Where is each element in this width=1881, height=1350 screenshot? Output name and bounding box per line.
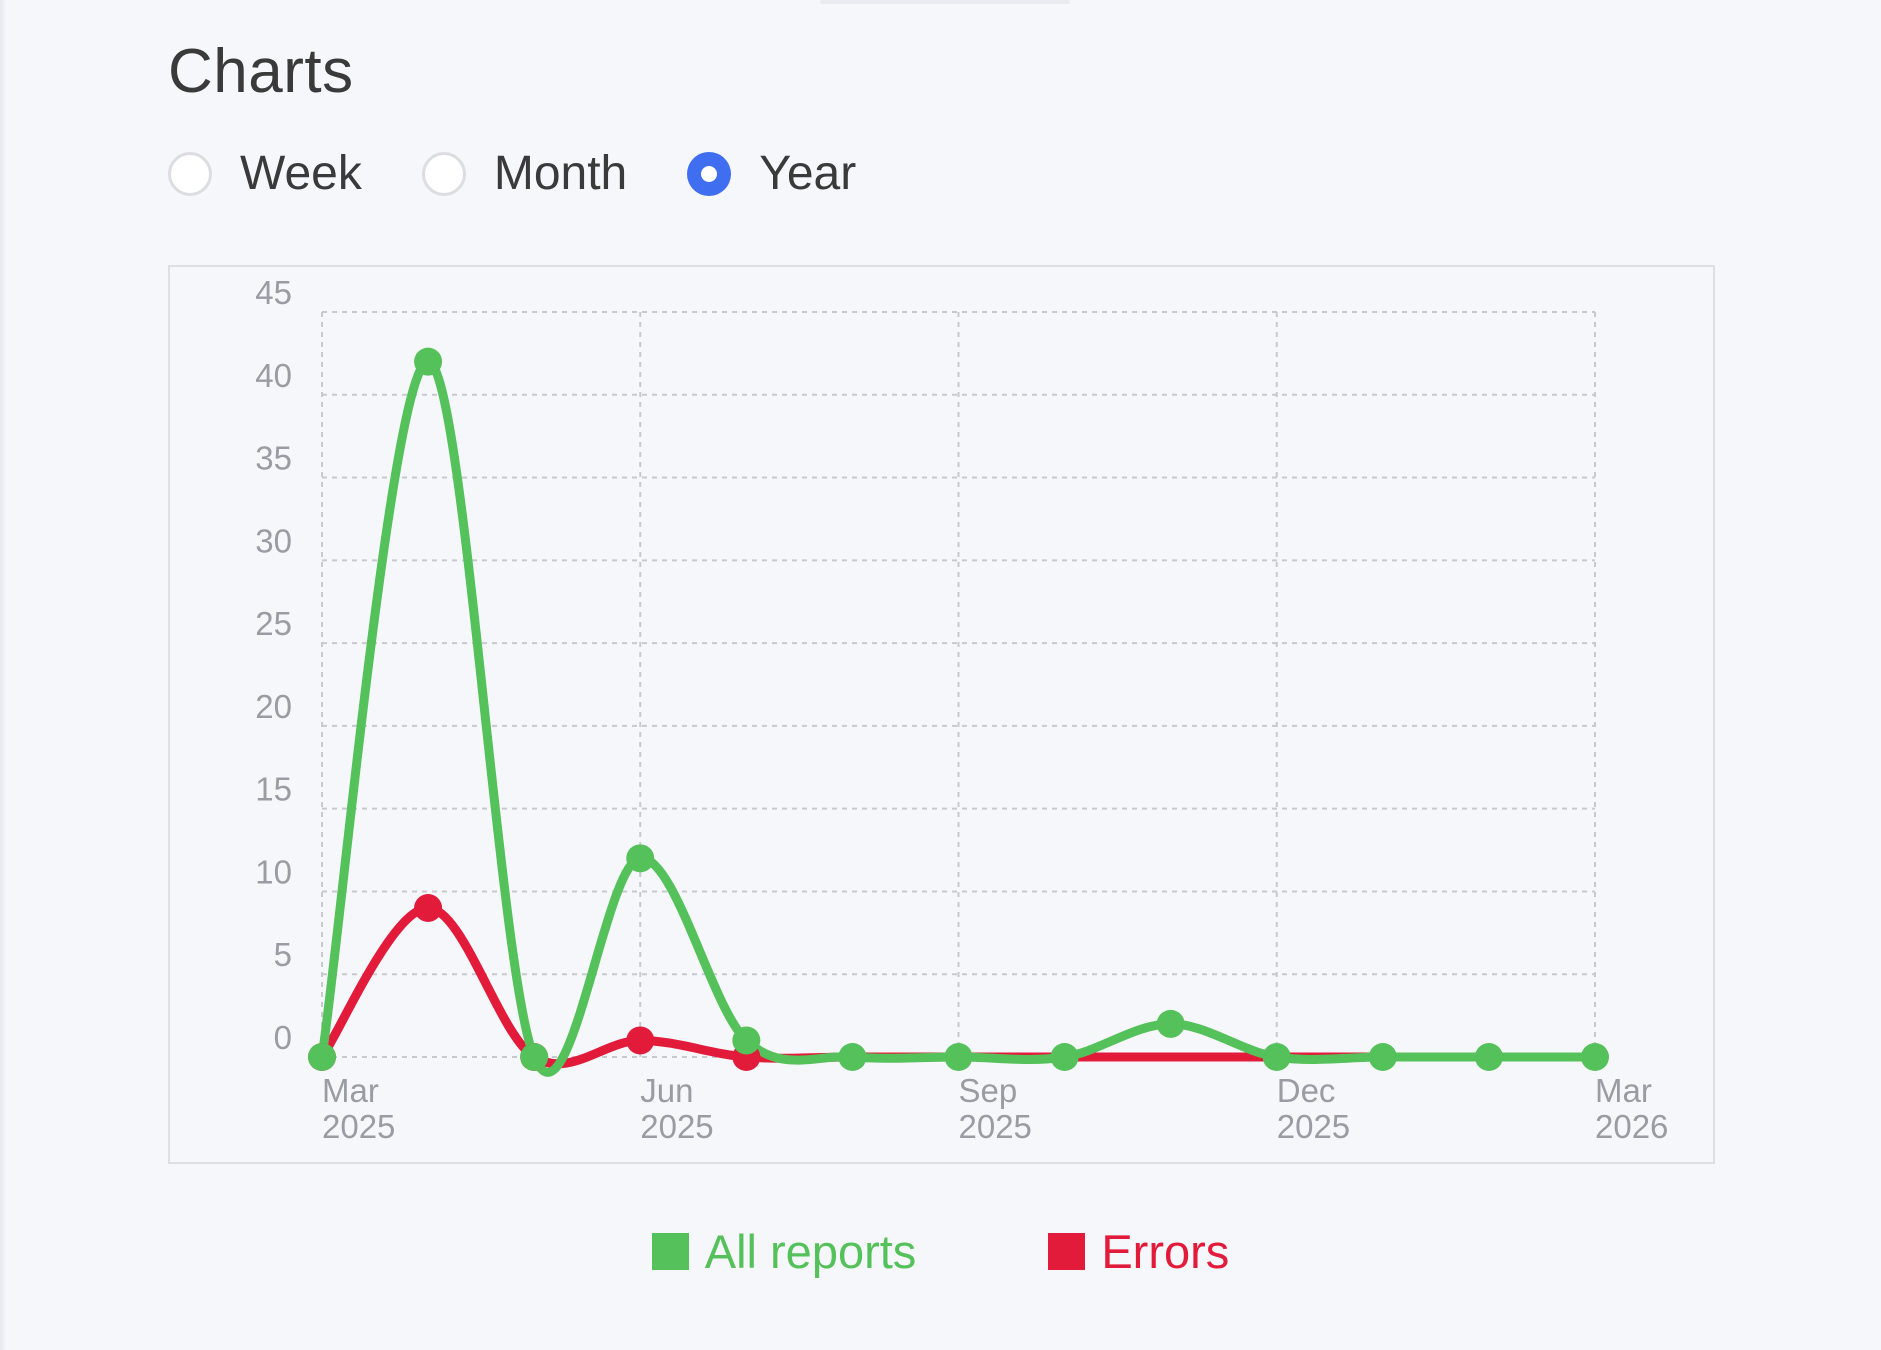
chart-container: 0 5 10 15 20 25 30 35 40 45 Mar 2025 Jun 2025 Sep 2025 D… (168, 265, 1715, 1164)
y-tick-label: 10 (255, 853, 292, 890)
y-tick-label: 35 (255, 440, 292, 477)
x-tick-label: Mar 2026 (1595, 1072, 1668, 1145)
x-tick-label-line: 2025 (322, 1108, 395, 1145)
data-point-errors (414, 894, 443, 922)
data-point-all-reports (414, 347, 443, 376)
data-point-all-reports (838, 1043, 867, 1071)
y-tick-label: 15 (255, 771, 292, 808)
data-point-all-reports (944, 1043, 973, 1071)
week-label: Week (240, 147, 362, 200)
y-tick-label: 20 (255, 688, 292, 725)
y-tick-label: 25 (255, 605, 292, 642)
data-point-all-reports (1368, 1043, 1397, 1071)
x-tick-label: Jun 2025 (640, 1072, 713, 1145)
y-tick-label: 0 (274, 1019, 292, 1056)
x-tick-label-line: Mar (1595, 1072, 1652, 1109)
data-point-all-reports (732, 1026, 761, 1055)
legend-item-errors[interactable]: Errors (1048, 1224, 1229, 1279)
y-tick-label: 45 (255, 274, 292, 311)
chart-legend: All reports Errors (0, 1224, 1881, 1279)
x-tick-label-line: 2025 (1277, 1108, 1350, 1145)
month-label: Month (493, 147, 628, 200)
y-tick-label: 5 (274, 936, 292, 973)
top-divider (820, 0, 1070, 4)
y-tick-label: 30 (255, 522, 292, 559)
x-tick-label: Sep 2025 (959, 1072, 1032, 1145)
data-point-errors (626, 1026, 655, 1055)
year-label: Year (759, 147, 857, 200)
data-point-all-reports (1474, 1043, 1503, 1071)
month-radio[interactable] (421, 151, 466, 196)
legend-swatch-errors (1048, 1233, 1086, 1270)
data-point-all-reports (1581, 1043, 1609, 1071)
range-option-month[interactable]: Month (421, 146, 628, 201)
data-point-all-reports (308, 1043, 336, 1071)
data-point-all-reports (520, 1043, 549, 1071)
range-option-week[interactable]: Week (168, 146, 362, 201)
data-point-all-reports (1156, 1009, 1185, 1038)
legend-swatch-all-reports (651, 1233, 689, 1270)
x-tick-label-line: Mar (322, 1072, 379, 1109)
x-tick-label-line: 2026 (1595, 1108, 1668, 1145)
x-tick-label-line: Dec (1277, 1072, 1336, 1109)
legend-label-all-reports: All reports (704, 1225, 917, 1278)
legend-item-all-reports[interactable]: All reports (651, 1224, 917, 1279)
legend-label-errors: Errors (1101, 1225, 1230, 1278)
range-option-year[interactable]: Year (687, 146, 856, 201)
x-tick-label-line: 2025 (959, 1108, 1032, 1145)
week-radio[interactable] (168, 151, 212, 196)
x-tick-label: Dec 2025 (1277, 1072, 1350, 1145)
page-title: Charts (168, 37, 354, 106)
y-tick-label: 40 (255, 357, 292, 394)
year-radio[interactable] (687, 151, 732, 196)
x-tick-label: Mar 2025 (322, 1072, 395, 1145)
x-tick-label-line: Sep (959, 1072, 1018, 1109)
x-tick-label-line: 2025 (640, 1108, 713, 1145)
x-tick-label-line: Jun (640, 1072, 693, 1109)
time-range-selector: Week Month Year (168, 146, 916, 201)
data-point-all-reports (1050, 1043, 1079, 1071)
panel-edge (0, 0, 6, 1350)
data-point-all-reports (626, 844, 655, 873)
data-point-all-reports (1262, 1043, 1291, 1071)
